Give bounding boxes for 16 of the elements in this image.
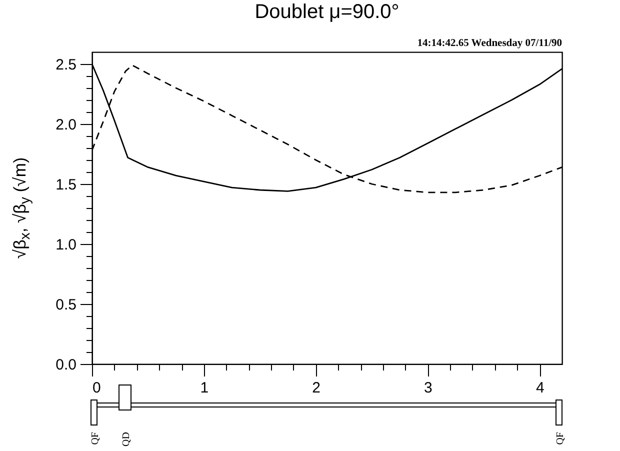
y-tick-label: 2.5	[56, 56, 76, 74]
text: 14:14:42.65 Wednesday 07/11/90	[417, 38, 562, 49]
x-tick-label: 2	[312, 380, 320, 396]
y-tick-label: 2.0	[56, 116, 76, 134]
x-tick-label: 4	[536, 380, 544, 396]
chart-title: Doublet μ=90.0°	[254, 1, 400, 23]
y-tick-label: 0.0	[56, 356, 76, 374]
x-tick-label: 3	[424, 380, 432, 396]
x-tick-label: 1	[200, 380, 209, 396]
y-tick-label: 1.5	[56, 176, 76, 194]
y-tick-label: 1.0	[56, 236, 76, 254]
x-tick-label: 0	[92, 380, 101, 396]
y-tick-label: 0.5	[56, 296, 76, 314]
text: QD	[121, 432, 132, 446]
text: QF	[555, 432, 566, 445]
text: QF	[90, 432, 101, 445]
